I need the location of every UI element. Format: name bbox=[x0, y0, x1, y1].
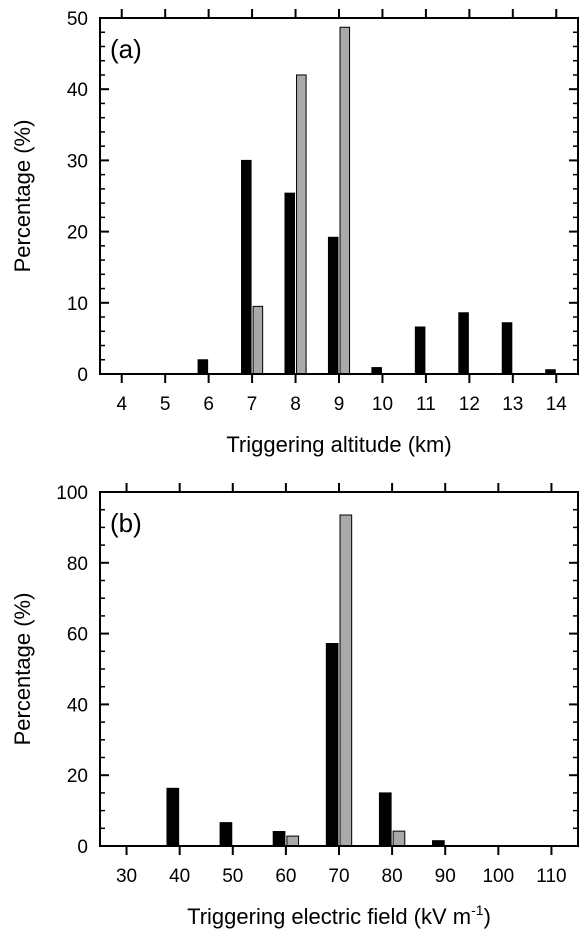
bar-series1-11 bbox=[414, 326, 426, 375]
y-tick-label: 0 bbox=[77, 365, 88, 386]
y-axis-label: Percentage (%) bbox=[10, 120, 35, 273]
bar-series1-7 bbox=[241, 159, 252, 375]
bar-series1-12 bbox=[458, 312, 469, 375]
y-tick-label: 50 bbox=[67, 9, 88, 30]
x-tick-label: 12 bbox=[459, 394, 480, 415]
bar-series1-13 bbox=[501, 322, 513, 375]
x-tick-label: 50 bbox=[222, 866, 243, 887]
x-axis-label-superscript: -1 bbox=[471, 902, 484, 918]
x-tick-label: 11 bbox=[416, 394, 436, 415]
y-tick-label: 20 bbox=[67, 766, 88, 787]
y-tick-label: 40 bbox=[67, 80, 88, 101]
bar-series2-60 bbox=[286, 835, 300, 847]
x-tick-label: 100 bbox=[482, 866, 514, 887]
bar-series1-50 bbox=[219, 822, 233, 847]
x-tick-label: 5 bbox=[160, 394, 171, 415]
x-axis-label-text: Triggering electric field (kV m bbox=[187, 904, 471, 929]
x-tick-label: 60 bbox=[275, 866, 296, 887]
bar-series1-40 bbox=[166, 787, 180, 847]
x-tick-label: 110 bbox=[536, 866, 566, 887]
y-tick-label: 20 bbox=[67, 223, 88, 244]
bar-series2-80 bbox=[392, 830, 406, 847]
x-tick-label: 90 bbox=[435, 866, 456, 887]
y-tick-label: 10 bbox=[67, 294, 88, 315]
bar-series1-60 bbox=[272, 830, 286, 847]
x-tick-label: 70 bbox=[328, 866, 349, 887]
x-tick-label: 13 bbox=[502, 394, 523, 415]
bar-series2-70 bbox=[339, 514, 353, 847]
x-tick-label: 40 bbox=[169, 866, 190, 887]
y-tick-label: 30 bbox=[67, 151, 88, 172]
bar-series1-6 bbox=[197, 359, 209, 375]
y-tick-label: 40 bbox=[67, 695, 88, 716]
x-axis-label: Triggering altitude (km) bbox=[226, 432, 451, 457]
x-tick-label: 80 bbox=[382, 866, 403, 887]
x-tick-label: 6 bbox=[203, 394, 214, 415]
y-tick-label: 100 bbox=[56, 483, 88, 504]
x-tick-label: 8 bbox=[290, 394, 301, 415]
panel-label: (a) bbox=[110, 34, 142, 64]
panel-a-chart: 4 5 6 7 8 9 10 11 12 13 14 0 10 20 30 40 50 (a) Triggering… bbox=[10, 9, 579, 457]
x-tick-label: 10 bbox=[372, 394, 393, 415]
bar-series1-70 bbox=[325, 643, 339, 847]
panel-label: (b) bbox=[110, 508, 142, 538]
y-axis-label: Percentage (%) bbox=[10, 593, 35, 746]
bar-series1-80 bbox=[378, 792, 392, 847]
bar-series1-9 bbox=[327, 236, 339, 375]
y-tick-label: 0 bbox=[77, 837, 88, 858]
bar-series2-7 bbox=[252, 305, 264, 375]
x-tick-label: 14 bbox=[546, 394, 568, 415]
bar-series2-9 bbox=[339, 26, 351, 375]
x-tick-label: 9 bbox=[334, 394, 345, 415]
x-tick-label: 30 bbox=[116, 866, 137, 887]
bar-series1-8 bbox=[284, 192, 296, 375]
plot-frame bbox=[99, 17, 579, 375]
panel-b-chart: 30 40 50 60 70 80 90 100 110 0 20 40 60 80 100 (b) Trigg… bbox=[10, 483, 579, 929]
bar-series2-8 bbox=[296, 74, 307, 375]
y-tick-label: 60 bbox=[67, 625, 88, 646]
x-tick-label: 7 bbox=[247, 394, 258, 415]
x-axis-label-suffix: ) bbox=[484, 904, 491, 929]
x-axis-label: Triggering electric field (kV m-1) bbox=[187, 902, 491, 929]
y-tick-label: 80 bbox=[67, 554, 88, 575]
x-axis-label-text: Triggering altitude (km) bbox=[226, 432, 451, 457]
x-tick-label: 4 bbox=[116, 394, 127, 415]
